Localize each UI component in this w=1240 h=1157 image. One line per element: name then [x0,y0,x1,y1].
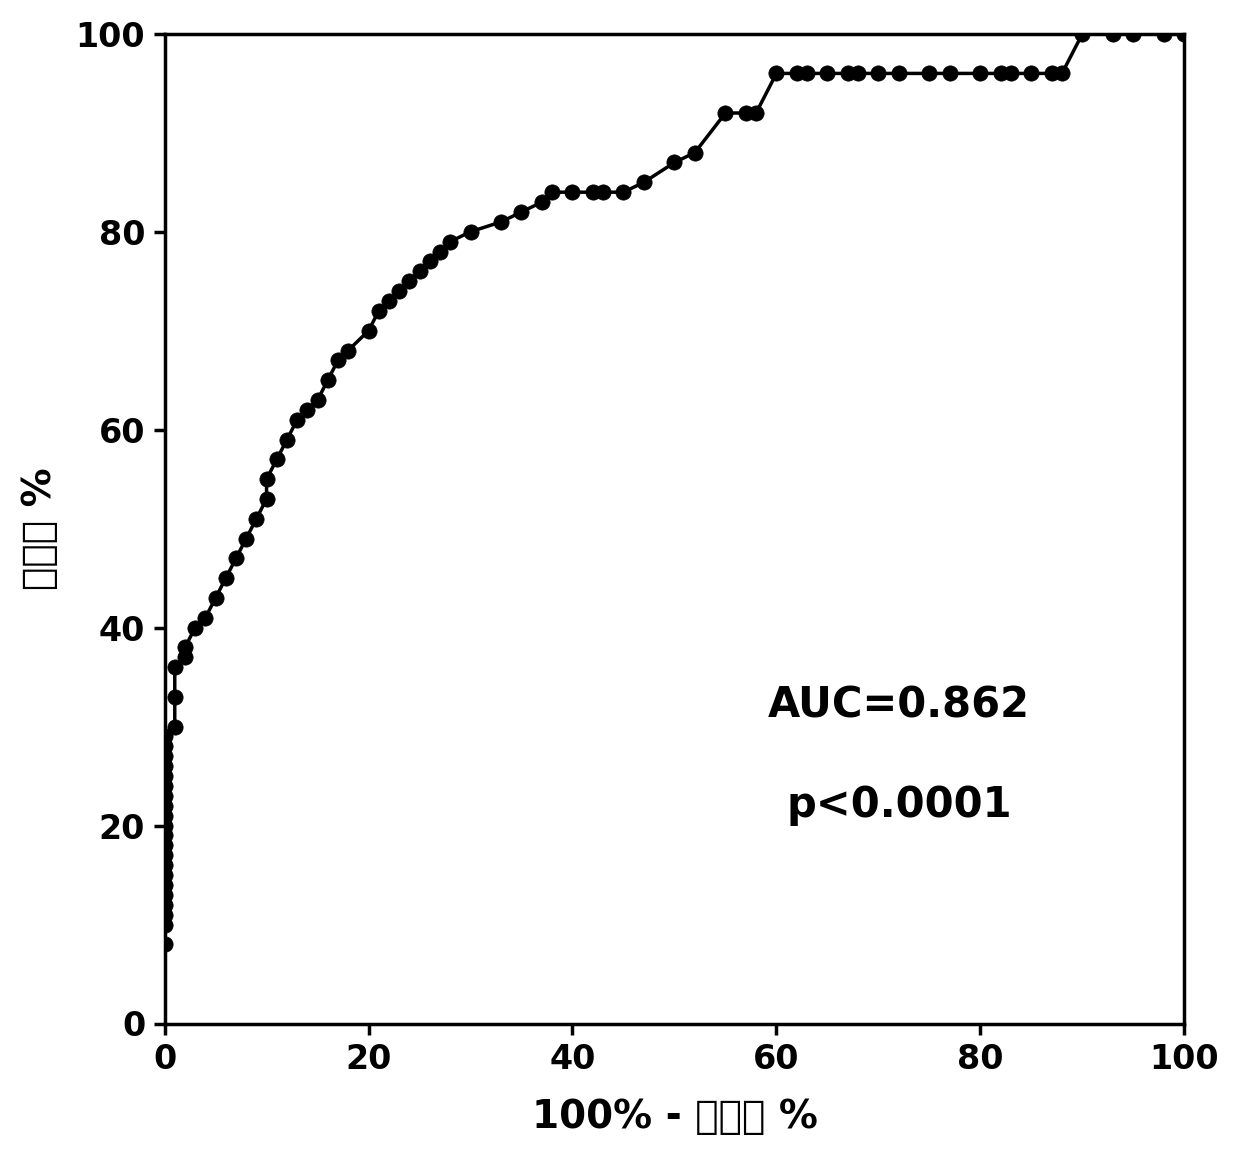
Text: p<0.0001: p<0.0001 [786,783,1012,826]
Y-axis label: 灵敏度 %: 灵敏度 % [21,467,58,590]
X-axis label: 100% - 特异性 %: 100% - 特异性 % [532,1098,817,1136]
Text: AUC=0.862: AUC=0.862 [768,685,1029,727]
